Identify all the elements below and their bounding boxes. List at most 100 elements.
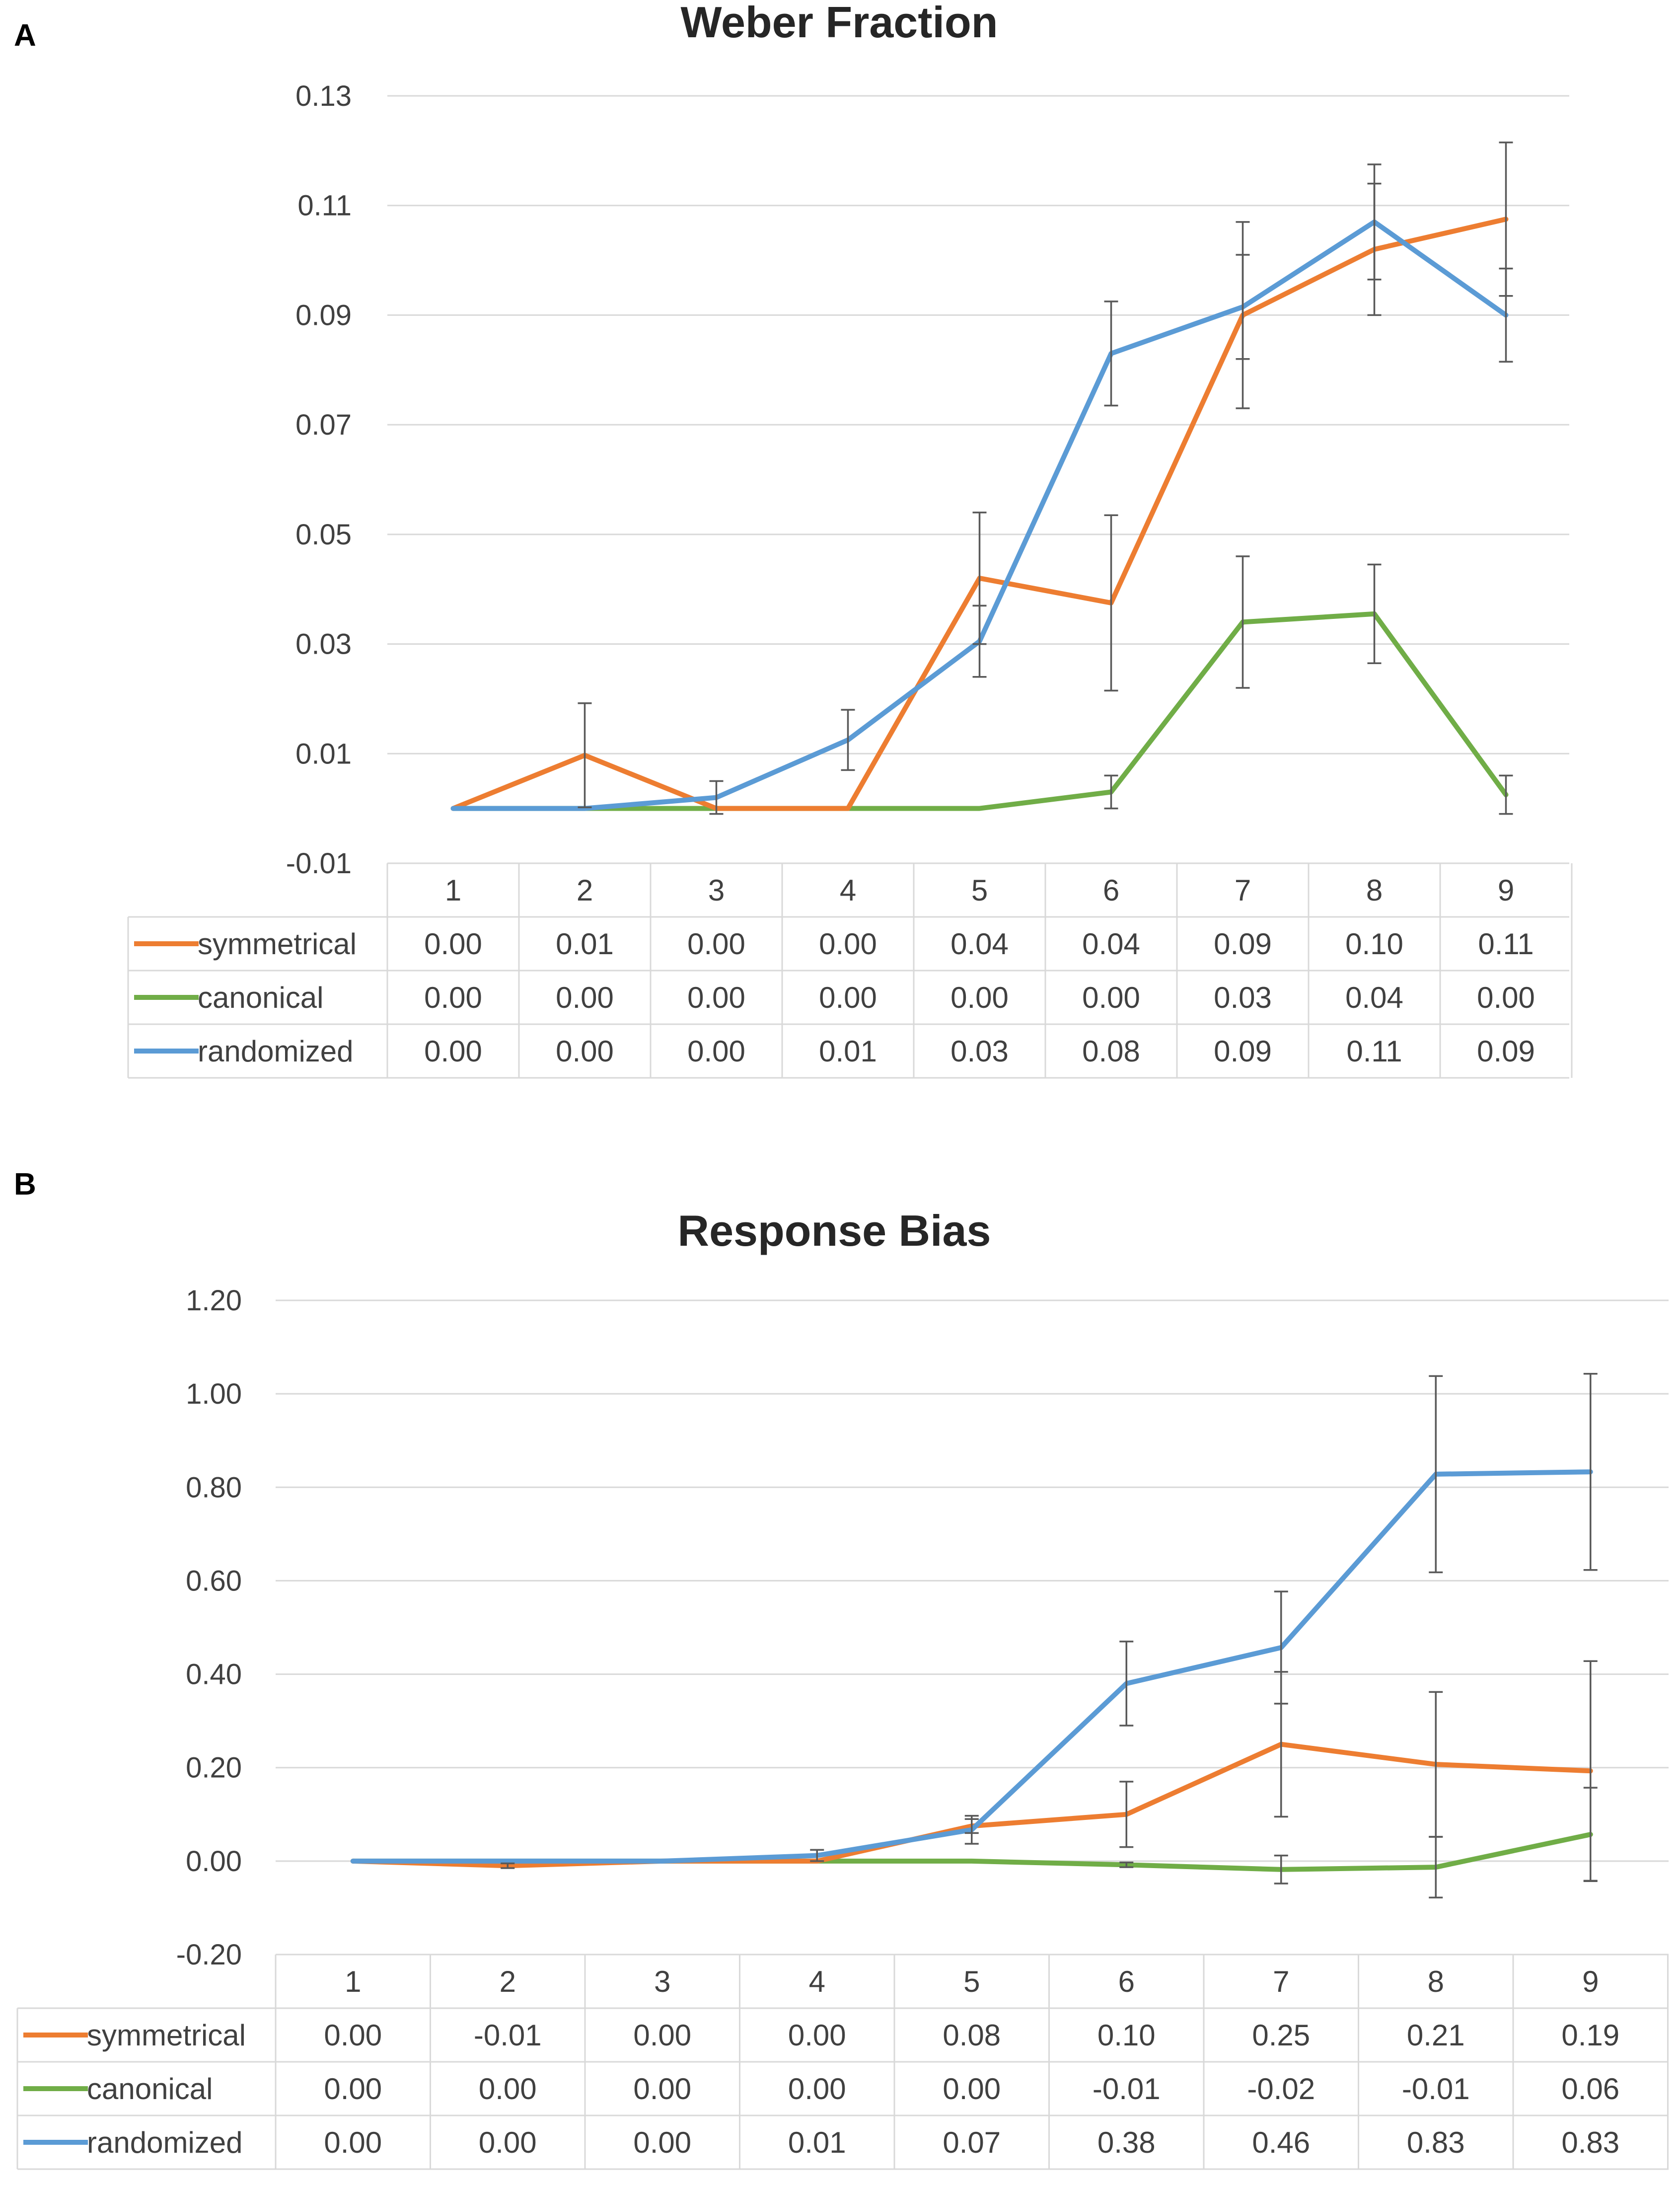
gridlines	[387, 95, 1569, 754]
table-cell-symmetrical: 0.01	[556, 927, 614, 961]
panel-label: B	[14, 1167, 36, 1202]
table-cell-canonical: -0.01	[1093, 2072, 1161, 2106]
table-cell-symmetrical: 0.00	[687, 927, 745, 961]
x-category-label: 9	[1582, 1965, 1599, 1998]
y-tick-label: 0.01	[295, 738, 352, 770]
chart-panel-b: B Response Bias -0.20 0.00 0.20 0.40 0.60 0.80 1…	[14, 1167, 1669, 2170]
error-bar-symmetrical	[1119, 1781, 1134, 1848]
y-tick-label: 0.03	[295, 628, 352, 661]
error-bar-canonical	[1583, 1787, 1598, 1883]
chart-title: Response Bias	[678, 1206, 991, 1255]
table-cell-symmetrical: 0.04	[950, 927, 1009, 961]
table-cell-canonical: 0.00	[1477, 981, 1535, 1014]
error-bar-symmetrical	[578, 702, 592, 809]
error-bar-randomized	[1236, 254, 1250, 360]
x-category-label: 9	[1498, 874, 1514, 907]
error-bar-randomized	[1367, 163, 1382, 281]
table-cell-randomized: 0.01	[819, 1035, 877, 1068]
x-category-label: 1	[345, 1965, 361, 1998]
error-bar-canonical	[1119, 1861, 1134, 1868]
series-lines	[350, 1469, 1593, 1872]
x-category-label: 3	[654, 1965, 670, 1998]
error-bars	[578, 142, 1513, 815]
error-bar-canonical	[1274, 1854, 1288, 1885]
table-cell-symmetrical: 0.00	[324, 2019, 382, 2052]
table-cell-randomized: 0.83	[1561, 2126, 1619, 2159]
legend-randomized-label: randomized	[87, 2126, 243, 2159]
table-cell-canonical: 0.00	[943, 2072, 1001, 2106]
error-bar-symmetrical	[501, 1862, 515, 1869]
chart-title: Weber Fraction	[681, 0, 998, 47]
table-cell-symmetrical: 0.21	[1407, 2019, 1465, 2052]
y-tick-label: -0.20	[176, 1939, 242, 1971]
table-cell-canonical: 0.00	[633, 2072, 691, 2106]
table-cell-randomized: 0.09	[1214, 1035, 1272, 1068]
y-tick-label: 0.13	[295, 80, 352, 112]
table-cell-randomized: 0.03	[950, 1035, 1009, 1068]
x-category-label: 2	[577, 874, 593, 907]
error-bar-randomized	[1104, 301, 1118, 407]
x-category-label: 4	[809, 1965, 825, 1998]
table-cell-randomized: 0.00	[479, 2126, 537, 2159]
error-bar-randomized	[964, 1814, 979, 1845]
table-cell-randomized: 0.07	[943, 2126, 1001, 2159]
error-bar-randomized	[709, 780, 724, 815]
series-line-randomized	[350, 1469, 1593, 1864]
table-cell-randomized: 0.01	[788, 2126, 846, 2159]
table-cell-canonical: 0.00	[950, 981, 1009, 1014]
table-cell-randomized: 0.08	[1082, 1035, 1140, 1068]
error-bar-randomized	[841, 709, 855, 771]
y-tick-label: 0.11	[297, 190, 352, 222]
table-cell-canonical: 0.00	[479, 2072, 537, 2106]
y-tick-label: 0.07	[295, 409, 352, 441]
y-axis-ticks: -0.20 0.00 0.20 0.40 0.60 0.80 1.00 1.20	[176, 1284, 242, 1971]
table-cell-randomized: 0.00	[633, 2126, 691, 2159]
legend-canonical-label: canonical	[198, 981, 324, 1014]
table-cell-symmetrical: 0.00	[819, 927, 877, 961]
data-table: 1 2 3 4 5 6 7 8 9 symmetrical 0.00 -0.01 0.00 0.00 0.0…	[16, 1954, 1669, 2170]
legend-canonical-label: canonical	[87, 2072, 213, 2106]
x-category-label: 7	[1273, 1965, 1289, 1998]
series-line-symmetrical	[350, 1741, 1593, 1869]
table-cell-canonical: 0.04	[1345, 981, 1403, 1014]
table-cell-symmetrical: 0.00	[424, 927, 482, 961]
error-bar-randomized	[1274, 1590, 1288, 1705]
y-tick-label: 0.05	[295, 519, 352, 551]
y-tick-label: 0.09	[295, 299, 352, 331]
table-cell-canonical: 0.00	[424, 981, 482, 1014]
y-tick-label: 0.40	[186, 1659, 242, 1691]
legend-symmetrical-label: symmetrical	[87, 2019, 246, 2052]
x-category-label: 1	[445, 874, 461, 907]
table-cell-symmetrical: 0.25	[1252, 2019, 1310, 2052]
table-cell-randomized: 0.38	[1097, 2126, 1156, 2159]
x-category-label: 6	[1118, 1965, 1135, 1998]
table-cell-canonical: 0.06	[1561, 2072, 1619, 2106]
error-bar-symmetrical	[1104, 514, 1118, 692]
x-category-label: 4	[840, 874, 856, 907]
y-axis-ticks: -0.01 0.01 0.03 0.05 0.07 0.09 0.11 0.13	[286, 80, 352, 880]
table-cell-randomized: 0.83	[1407, 2126, 1465, 2159]
table-cell-symmetrical: 0.04	[1082, 927, 1140, 961]
panel-label: A	[14, 18, 36, 53]
legend-randomized-label: randomized	[198, 1035, 354, 1068]
y-tick-label: 0.00	[186, 1845, 242, 1878]
table-cell-symmetrical: 0.11	[1478, 927, 1534, 961]
error-bar-randomized	[1119, 1640, 1134, 1727]
y-tick-label: 1.20	[186, 1284, 242, 1317]
table-cell-symmetrical: 0.10	[1345, 927, 1403, 961]
table-cell-randomized: 0.00	[556, 1035, 614, 1068]
error-bar-canonical	[1499, 774, 1513, 815]
y-tick-label: 1.00	[186, 1378, 242, 1410]
table-cell-symmetrical: 0.09	[1214, 927, 1272, 961]
error-bar-canonical	[1429, 1836, 1443, 1898]
table-cell-symmetrical: 0.08	[943, 2019, 1001, 2052]
x-category-label: 5	[963, 1965, 980, 1998]
x-category-label: 8	[1366, 874, 1383, 907]
x-category-label: 8	[1428, 1965, 1444, 1998]
table-cell-randomized: 0.46	[1252, 2126, 1310, 2159]
error-bar-randomized	[1583, 1372, 1598, 1571]
x-category-label: 7	[1235, 874, 1251, 907]
chart-panel-a: A Weber Fraction -0.01 0.01 0.03 0.05 0.07 0.09…	[14, 0, 1573, 1079]
table-cell-canonical: 0.03	[1214, 981, 1272, 1014]
